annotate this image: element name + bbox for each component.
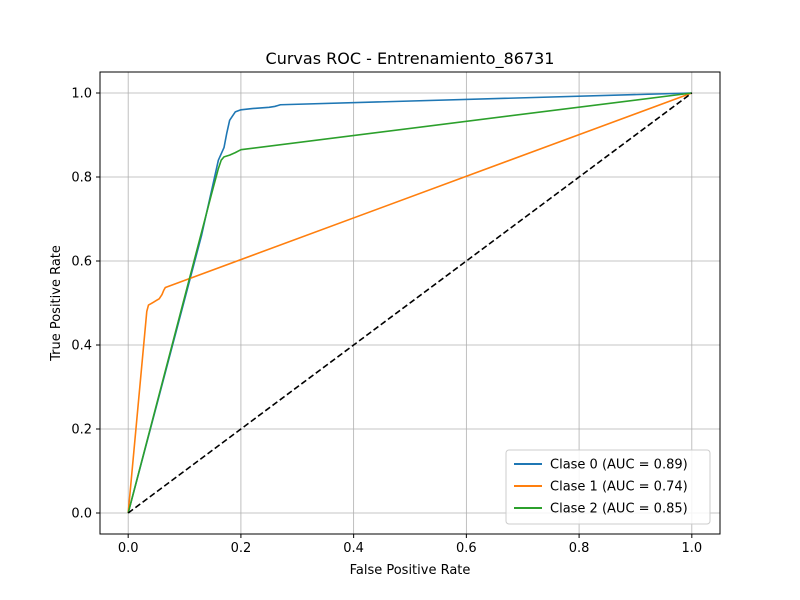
x-axis-label: False Positive Rate	[350, 563, 471, 578]
plot-lines	[127, 92, 693, 514]
x-tick-label: 0.2	[231, 541, 252, 556]
legend-entry-label: Clase 2 (AUC = 0.85)	[550, 502, 688, 517]
y-tick-label: 0.6	[71, 255, 92, 270]
grid	[100, 72, 720, 534]
series-line-0	[127, 92, 692, 514]
plot-area-frame	[99, 71, 721, 535]
x-tick-label: 0.0	[118, 541, 139, 556]
y-tick-label: 1.0	[71, 87, 92, 102]
y-tick-label: 0.4	[71, 339, 92, 354]
axis-ticks: 0.0 0.2 0.4 0.6 0.8 1.0 0.0 0.2 0.4 0.6 0.8 1.0	[71, 87, 702, 557]
legend: Clase 0 (AUC = 0.89) Clase 1 (AUC = 0.74)…	[505, 449, 711, 525]
legend-box	[505, 449, 711, 525]
chart-title: Curvas ROC - Entrenamiento_86731	[266, 49, 555, 69]
y-tick-label: 0.0	[71, 507, 92, 522]
series-line-1	[127, 92, 693, 514]
chance-diagonal-line	[127, 92, 693, 514]
x-tick-label: 1.0	[681, 541, 702, 556]
series-line-2	[127, 92, 692, 514]
y-tick-label: 0.2	[71, 423, 92, 438]
legend-entry-label: Clase 0 (AUC = 0.89)	[550, 458, 688, 473]
x-tick-label: 0.6	[456, 541, 477, 556]
legend-entry-label: Clase 1 (AUC = 0.74)	[550, 480, 688, 495]
y-axis-label: True Positive Rate	[49, 245, 64, 362]
x-tick-label: 0.8	[569, 541, 590, 556]
x-tick-label: 0.4	[343, 541, 364, 556]
y-tick-label: 0.8	[71, 171, 92, 186]
